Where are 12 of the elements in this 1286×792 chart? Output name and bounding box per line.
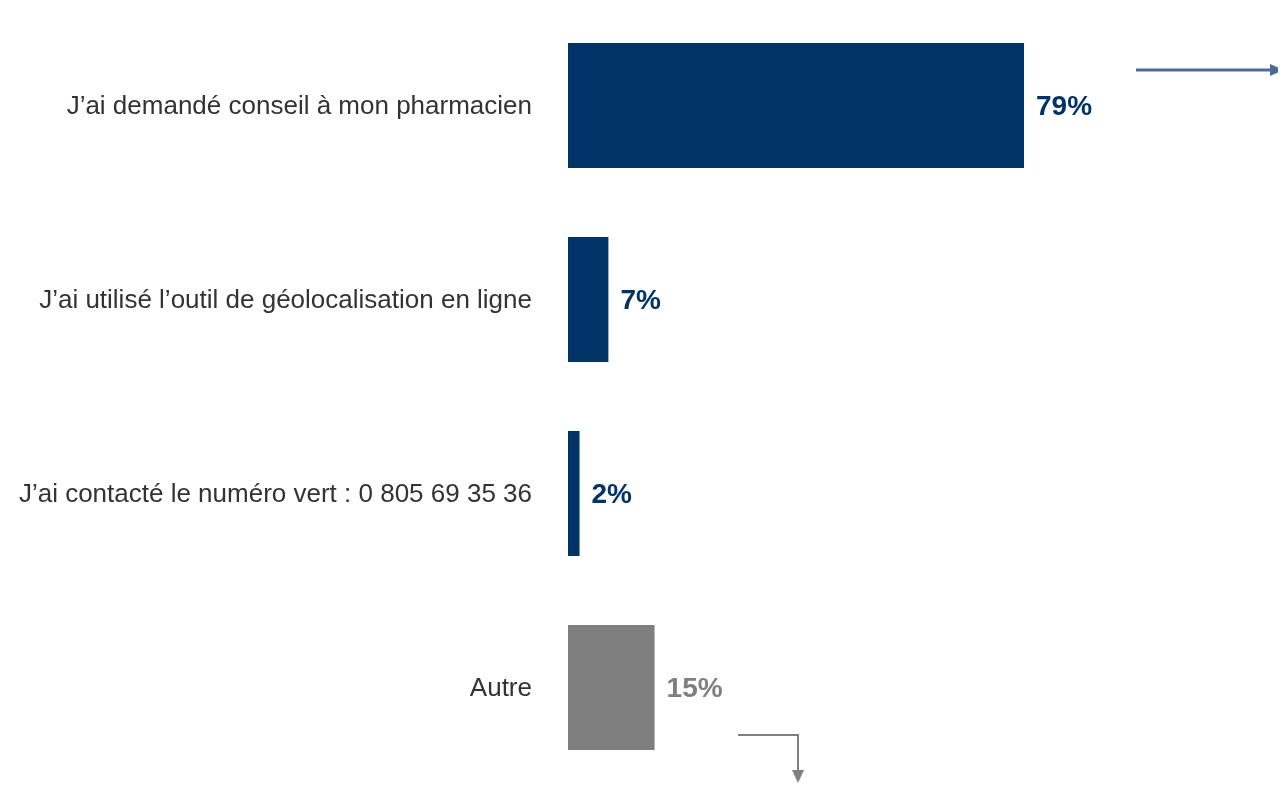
- bar: [568, 237, 609, 362]
- y-tick-label: Autre: [469, 672, 532, 703]
- bar: [568, 431, 580, 556]
- y-tick-label: J’ai utilisé l’outil de géolocalisation en ligne: [39, 284, 532, 315]
- data-label: 15%: [666, 672, 723, 703]
- y-tick-label: J’ai demandé conseil à mon pharmacien: [66, 90, 532, 121]
- bar: [568, 43, 1024, 168]
- data-label: 7%: [620, 284, 661, 315]
- y-tick-label: J’ai contacté le numéro vert : 0 805 69 35 36: [18, 478, 532, 509]
- data-label: 2%: [591, 478, 633, 509]
- bar: [568, 625, 655, 750]
- data-label: 79%: [1036, 90, 1093, 121]
